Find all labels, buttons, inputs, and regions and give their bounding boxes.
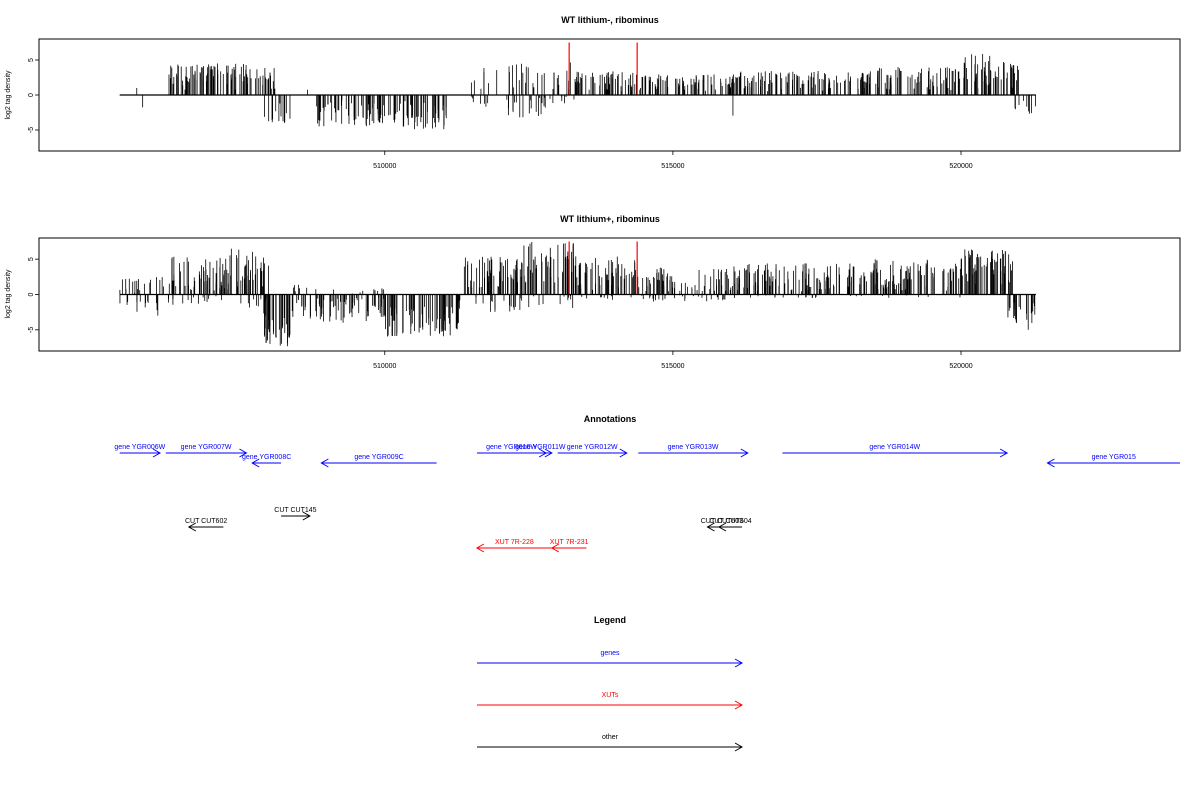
y-axis: -5 0 5 — [28, 257, 39, 333]
annotation-label: gene YGR012W — [567, 444, 618, 451]
annotation-arrow: gene YGR012W — [557, 444, 628, 458]
annotation-arrow: XUT 7R-231 — [550, 539, 589, 553]
track-title: WT lithium-, ribominus — [561, 15, 659, 25]
x-tick-label: 520000 — [949, 163, 972, 170]
track-title: WT lithium+, ribominus — [560, 214, 660, 224]
annotation-label: gene YGR010W — [486, 444, 537, 451]
legend-item: other — [477, 734, 744, 752]
legend-item: genes — [477, 650, 744, 668]
y-tick-label: 5 — [28, 58, 35, 62]
track-panel-lithium-plus: WT lithium+, ribominus -5 0 5 510000 515000… — [5, 214, 1181, 370]
legend-label: XUTs — [602, 692, 619, 699]
x-axis: 510000 515000 520000 — [373, 351, 973, 370]
annotation-label: gene YGR013W — [668, 444, 719, 451]
legend-label: genes — [600, 650, 620, 657]
x-tick-label: 515000 — [661, 163, 684, 170]
annotation-label: XUT 7R-228 — [495, 539, 534, 546]
annotation-label: gene YGR007W — [181, 444, 232, 451]
legend-item: XUTs — [477, 692, 744, 710]
legend-panel: Legend genes XUTs other — [477, 615, 744, 752]
y-tick-label: -5 — [28, 127, 35, 133]
annotation-arrow: CUT CUT604 — [709, 518, 752, 532]
annotation-label: gene YGR015 — [1092, 454, 1136, 461]
annotation-arrow: CUT CUT145 — [274, 507, 317, 521]
annotation-arrow: CUT CUT602 — [185, 518, 227, 532]
y-tick-label: 5 — [28, 257, 35, 261]
track-panel-lithium-minus: WT lithium-, ribominus -5 0 5 510000 515000… — [5, 15, 1181, 170]
annotation-label: CUT CUT602 — [185, 518, 227, 525]
annotation-arrow: gene YGR009C — [320, 454, 437, 468]
annotation-label: CUT CUT603 — [701, 518, 743, 525]
y-axis-label: log2 tag density — [5, 70, 12, 120]
legend-label: other — [602, 734, 619, 741]
density-bars — [136, 53, 1037, 130]
region-markers — [568, 42, 638, 95]
annotation-arrow: gene YGR013W — [638, 444, 749, 458]
legend-title: Legend — [594, 615, 626, 625]
annotation-label: gene YGR006W — [114, 444, 165, 451]
x-tick-label: 520000 — [949, 363, 972, 370]
legend-items: genes XUTs other — [477, 650, 744, 752]
x-axis: 510000 515000 520000 — [373, 151, 973, 170]
y-axis-label: log2 tag density — [5, 269, 12, 319]
annotation-label: gene YGR014W — [869, 444, 920, 451]
x-tick-label: 515000 — [661, 363, 684, 370]
annotation-features: gene YGR006W gene YGR007W gene YGR008C gene… — [114, 444, 1180, 553]
x-tick-label: 510000 — [373, 163, 396, 170]
annotation-arrow: gene YGR008C — [242, 454, 291, 468]
annotation-label: CUT CUT145 — [274, 507, 316, 514]
y-tick-label: 0 — [28, 292, 35, 296]
density-bars — [119, 242, 1036, 347]
annotation-arrow: gene YGR015 — [1046, 454, 1180, 468]
annotation-label: gene YGR011W — [515, 444, 566, 451]
annotations-panel: Annotations gene YGR006W gene YGR007Wgene… — [114, 414, 1180, 553]
annotation-label: gene YGR008C — [242, 454, 291, 461]
annotation-label: XUT 7R-231 — [550, 539, 589, 546]
y-tick-label: -5 — [28, 327, 35, 333]
annotation-arrow: gene YGR014W — [782, 444, 1009, 458]
region-markers — [568, 241, 638, 295]
annotation-label: gene YGR009C — [354, 454, 403, 461]
x-tick-label: 510000 — [373, 363, 396, 370]
annotation-arrow: gene YGR006W — [114, 444, 166, 458]
annotation-arrow: gene YGR007W — [165, 444, 248, 458]
annotation-label: CUT CUT604 — [709, 518, 751, 525]
annotation-arrow: gene YGR011W — [515, 444, 566, 458]
y-tick-label: 0 — [28, 93, 35, 97]
annotation-arrow: XUT 7R-228 — [475, 539, 552, 553]
y-axis: -5 0 5 — [28, 58, 39, 133]
annotations-title: Annotations — [584, 414, 637, 424]
